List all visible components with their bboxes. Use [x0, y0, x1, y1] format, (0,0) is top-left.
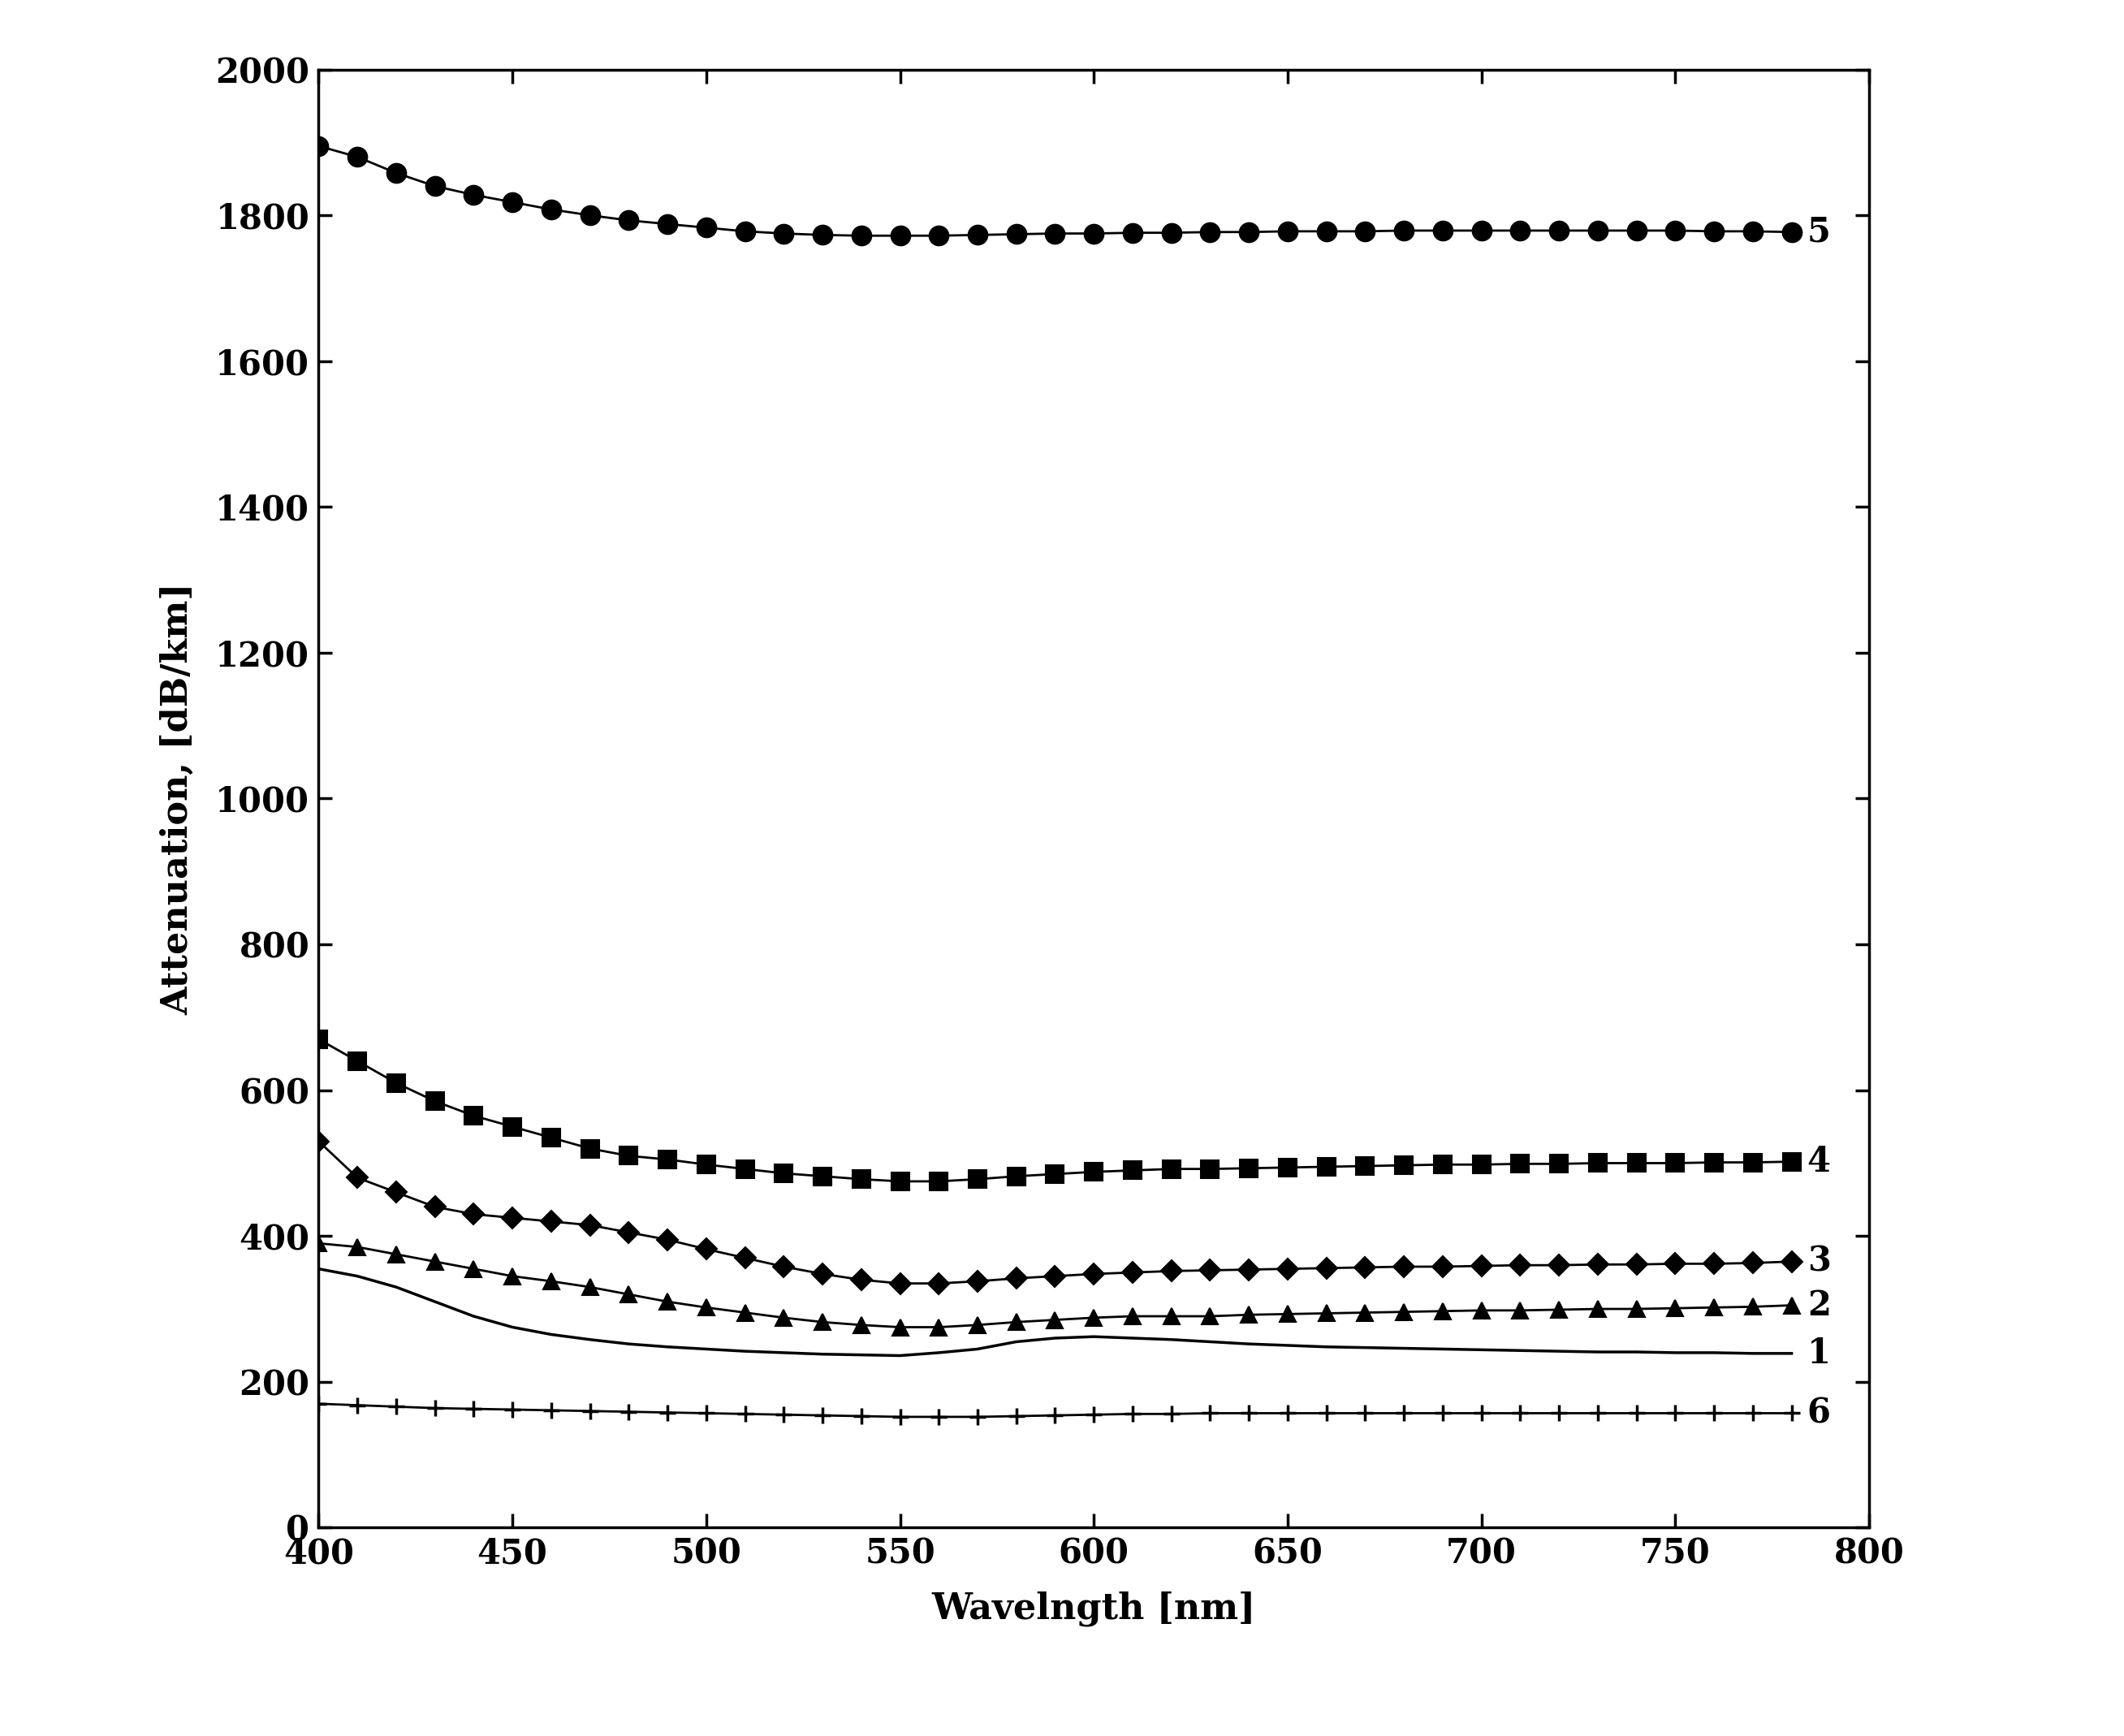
- X-axis label: Wavelngth [nm]: Wavelngth [nm]: [932, 1592, 1255, 1627]
- Text: 4: 4: [1808, 1144, 1831, 1179]
- Text: 6: 6: [1808, 1396, 1831, 1430]
- Text: 3: 3: [1808, 1245, 1831, 1279]
- Text: 1: 1: [1808, 1337, 1831, 1370]
- Text: 2: 2: [1808, 1288, 1831, 1323]
- Y-axis label: Attenuation, [dB/km]: Attenuation, [dB/km]: [159, 582, 195, 1016]
- Text: 5: 5: [1808, 215, 1831, 248]
